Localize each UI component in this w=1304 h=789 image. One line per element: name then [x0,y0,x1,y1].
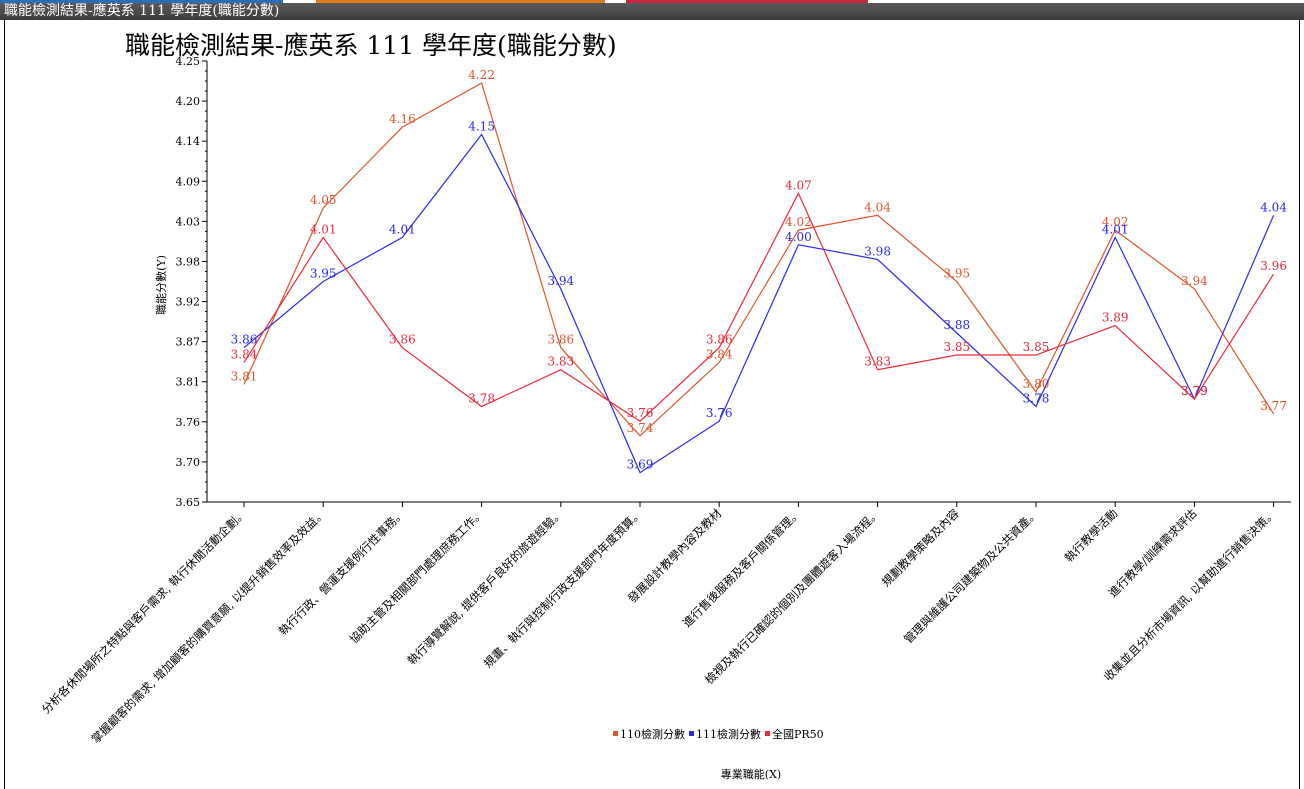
y-tick-label: 3.98 [176,255,201,268]
y-tick-label: 3.76 [176,416,201,429]
x-tick-label: 規畫、執行與控制行政支援部門年度預算。 [481,506,645,670]
y-tick-label: 3.65 [176,496,201,509]
y-tick-label: 4.14 [176,135,201,148]
data-label: 3.83 [864,355,891,369]
y-tick-label: 4.20 [176,95,201,108]
data-label: 3.94 [547,274,574,288]
stripe-blue [0,0,283,3]
top-color-stripes [0,0,1304,3]
data-label: 4.01 [310,222,337,236]
x-tick-label: 規劃教學策略及內容 [879,506,962,589]
data-label: 4.04 [1260,200,1287,214]
legend-swatch [765,731,770,736]
window-title: 職能檢測結果-應英系 111 學年度(職能分數) [4,3,280,19]
y-axis-title: 職能分數(Y) [154,255,168,315]
data-label: 3.79 [1181,384,1208,398]
data-label: 3.81 [231,369,258,383]
stripe-orange [316,0,605,3]
series-line [243,191,1275,422]
x-tick-label: 進行教學/訓練需求評估 [1106,506,1200,600]
data-label: 3.98 [864,244,891,258]
x-tick-label: 執行導覽解說, 提供客戶良好的旅遊經驗。 [404,506,565,667]
y-tick-label: 4.03 [176,215,201,228]
data-label: 3.76 [627,406,654,420]
data-label: 3.78 [468,391,495,405]
legend-swatch [689,731,694,736]
data-label: 3.83 [547,355,574,369]
data-label: 3.69 [627,458,654,472]
data-label: 3.88 [943,318,970,332]
data-label: 3.78 [1023,391,1050,405]
data-label: 3.86 [706,333,733,347]
x-tick-label: 執行教學活動 [1062,506,1121,565]
data-label: 3.80 [1023,377,1050,391]
y-tick-label: 3.70 [176,456,201,469]
data-label: 3.95 [943,267,970,281]
data-label: 3.84 [231,347,258,361]
data-label: 4.16 [389,112,416,126]
data-label: 3.86 [231,333,258,347]
data-label: 3.89 [1102,311,1129,325]
data-label: 4.07 [785,178,812,192]
data-label: 3.77 [1260,399,1287,413]
data-label: 3.85 [943,340,970,354]
data-label: 4.01 [1102,222,1129,236]
x-tick-label: 管理與維護公司建築物及公共資產。 [901,506,1041,646]
stripe-red [626,0,868,3]
data-label: 3.85 [1023,340,1050,354]
x-axis-title: 專業職能(X) [721,767,781,781]
legend-label: 全國PR50 [772,727,824,741]
data-label: 4.02 [785,215,812,229]
data-label: 4.22 [468,68,495,82]
chart-panel: 職能檢測結果-應英系 111 學年度(職能分數) 3.65 3.70 3.76 3.8… [4,20,1300,789]
data-label: 4.01 [389,222,416,236]
y-tick-label: 3.87 [176,336,201,349]
data-label: 3.86 [389,333,416,347]
legend-label: 110檢測分數 [620,727,685,741]
x-tick-label: 收集並且分析市場資訊, 以幫助進行銷售決策。 [1101,506,1279,684]
legend-label: 111檢測分數 [696,727,761,741]
legend-swatch [613,731,618,736]
data-label: 3.76 [706,406,733,420]
data-label: 3.84 [706,347,733,361]
data-label: 3.74 [627,421,654,435]
data-label: 4.15 [468,120,495,134]
y-tick-label: 3.81 [176,376,201,389]
data-label: 4.00 [785,230,812,244]
data-label: 3.94 [1181,274,1208,288]
data-label: 3.95 [310,267,337,281]
chart-title: 職能檢測結果-應英系 111 學年度(職能分數) [125,31,617,60]
y-tick-label: 4.09 [176,175,201,188]
x-tick-label: 執行行政、營運支援例行性事務。 [276,506,408,638]
y-tick-label: 3.92 [176,296,201,309]
data-label: 3.96 [1260,259,1287,273]
series-line [243,82,1275,437]
y-tick-label: 4.25 [176,55,201,68]
series-line [243,133,1275,474]
data-label: 3.86 [547,333,574,347]
line-chart: 3.65 3.70 3.76 3.81 3.87 3.92 3.98 4.03 4.09 4.14… [39,55,1291,781]
data-label: 4.04 [864,200,891,214]
x-tick-label: 檢視及執行已確認的個別及團體遊客入場流程。 [702,506,883,687]
x-tick-label: 協助主管及相關部門處理庶務工作。 [347,506,487,646]
data-label: 4.05 [310,193,337,207]
data-label: 4.02 [1102,215,1129,229]
window-title-bar: 職能檢測結果-應英系 111 學年度(職能分數) [0,3,1304,20]
